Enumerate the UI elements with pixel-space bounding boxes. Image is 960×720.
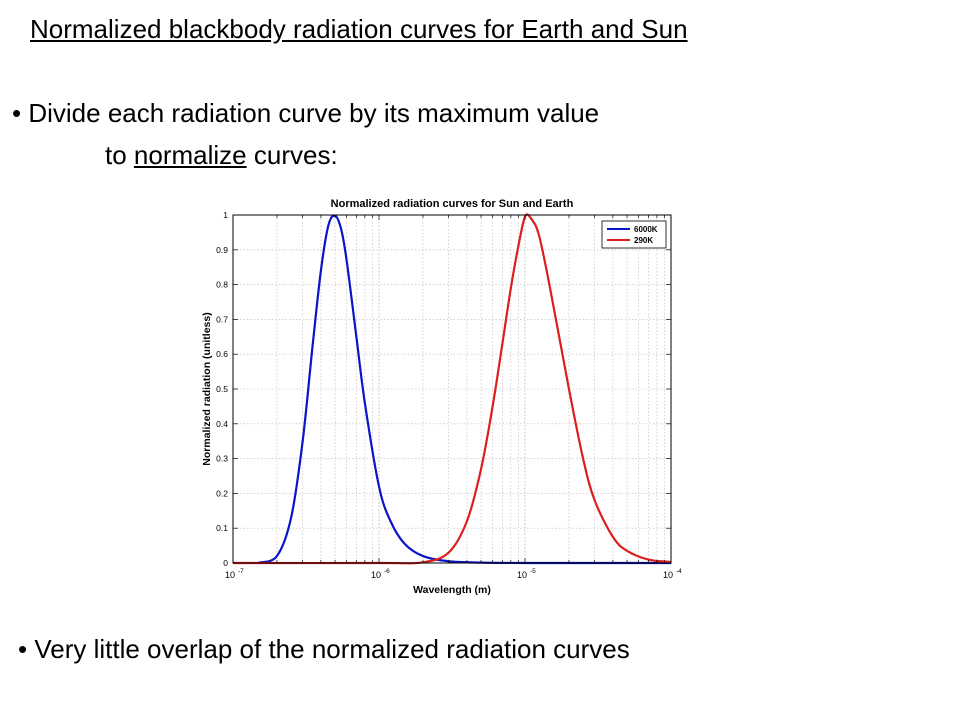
x-axis-label: Wavelength (m) (413, 584, 491, 596)
y-tick-label: 0.8 (216, 280, 228, 290)
y-axis-label: Normalized radiation (unitless) (201, 312, 213, 465)
y-tick-label: 0.5 (216, 384, 228, 394)
y-tick-label: 0.4 (216, 419, 228, 429)
y-tick-label: 0.9 (216, 245, 228, 255)
y-tick-label: 0.6 (216, 349, 228, 359)
chart-title: Normalized radiation curves for Sun and … (331, 198, 574, 210)
y-tick-label: 0.3 (216, 454, 228, 464)
x-tick-label: 10 (663, 570, 673, 580)
slide-title: Normalized blackbody radiation curves fo… (30, 14, 688, 44)
y-tick-label: 1 (223, 210, 228, 220)
axis-layer: 10 -7 10 -6 10 -5 10 -400.10.20.30.40.50.60.70.… (216, 210, 682, 580)
bullet-symbol: • (18, 634, 28, 664)
bullet-1-text: Divide each radiation curve by its maxim… (28, 98, 600, 128)
legend-label-6000k: 6000K (634, 225, 658, 234)
x-tick-label: 10 (225, 570, 235, 580)
bullet-1-underlined-word: normalize (133, 140, 247, 170)
bullet-point-1: • Divide each radiation curve by its max… (12, 98, 599, 129)
bullet-1-text-post: curves: (246, 140, 338, 170)
legend-label-290k: 290K (634, 236, 653, 245)
x-tick-label-exponent: -5 (530, 568, 536, 575)
y-tick-label: 0.2 (216, 488, 228, 498)
legend: 6000K 290K (601, 220, 667, 249)
x-tick-label: 10 (517, 570, 527, 580)
y-tick-label: 0 (223, 558, 228, 568)
y-tick-label: 0.7 (216, 314, 228, 324)
x-tick-label-exponent: -4 (676, 568, 682, 575)
bullet-2-text: Very little overlap of the normalized ra… (34, 634, 630, 664)
bullet-symbol: • (12, 98, 22, 128)
series-line-6000k (258, 214, 672, 565)
legend-box (601, 220, 667, 249)
y-tick-label: 0.1 (216, 523, 228, 533)
x-tick-label-exponent: -6 (384, 568, 390, 575)
x-tick-label-exponent: -7 (238, 568, 244, 575)
bullet-point-1-continuation: to normalize curves: (105, 140, 338, 171)
x-tick-label: 10 (371, 570, 381, 580)
bullet-point-2: • Very little overlap of the normalized … (18, 634, 630, 665)
bullet-1-text-pre: to (105, 140, 134, 170)
